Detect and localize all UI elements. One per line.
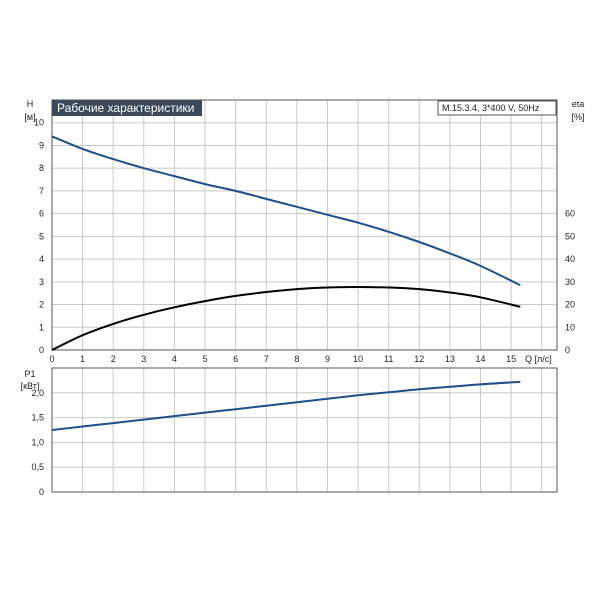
y2-tick-label: 20 <box>565 300 575 310</box>
x-tick-label: 9 <box>325 354 330 364</box>
x-tick-label: 5 <box>203 354 208 364</box>
x-tick-label: 11 <box>384 354 393 364</box>
p1-tick-label: 0,5 <box>31 462 44 472</box>
bottom-chart-grid <box>52 368 557 492</box>
bottom-chart-series <box>51 380 521 431</box>
top-x-tick-labels: 0 1 2 3 4 5 6 7 8 9 10 11 12 13 14 15 <box>49 354 516 364</box>
x-tick-label: 13 <box>445 354 455 364</box>
bottom-y-tick-labels: 0 0,5 1,0 1,5 2,0 <box>31 388 44 497</box>
y-tick-label: 3 <box>39 277 44 287</box>
x-tick-label: 12 <box>414 354 424 364</box>
y-tick-label: 2 <box>39 300 44 310</box>
y2-tick-label: 30 <box>565 277 575 287</box>
y-tick-label: 4 <box>39 254 44 264</box>
y-tick-label: 9 <box>39 140 44 150</box>
y-tick-label: 7 <box>39 186 44 196</box>
power-curve-line <box>51 380 521 431</box>
top-chart-series <box>51 135 521 351</box>
y2-tick-label: 40 <box>565 254 575 264</box>
y2-tick-label: 0 <box>565 345 570 355</box>
y-tick-label: 10 <box>34 118 44 128</box>
chart-title-background <box>52 100 202 116</box>
y-axis-unit: [м] <box>24 112 35 122</box>
x-axis-label: Q [л/с] <box>525 354 552 364</box>
y-tick-label: 5 <box>39 231 44 241</box>
x-tick-label: 14 <box>475 354 485 364</box>
y2-tick-label: 10 <box>565 322 575 332</box>
p1-tick-label: 2,0 <box>31 388 44 398</box>
p1-tick-label: 0 <box>39 487 44 497</box>
x-tick-label: 8 <box>294 354 299 364</box>
y-tick-label: 6 <box>39 209 44 219</box>
top-chart-grid <box>52 99 557 350</box>
x-tick-label: 1 <box>80 354 85 364</box>
top-y-tick-labels: 0 1 2 3 4 5 6 7 8 9 10 <box>34 118 44 355</box>
model-label: M.15.3.4, 3*400 V, 50Hz <box>442 103 540 113</box>
y2-axis-unit: [%] <box>571 112 584 122</box>
p1-axis-label: P1 <box>24 369 35 379</box>
y2-tick-label: 60 <box>565 209 575 219</box>
y2-axis-label: eta <box>572 99 585 109</box>
chart-title: Рабочие характеристики <box>57 101 194 115</box>
x-tick-label: 2 <box>111 354 116 364</box>
p1-axis-unit: [кВт] <box>21 381 40 391</box>
x-tick-label: 10 <box>353 354 363 364</box>
y-axis-label: H <box>27 99 34 109</box>
top-y2-tick-labels: 0 10 20 30 40 50 60 <box>565 209 575 355</box>
model-label-box <box>437 100 557 116</box>
p1-tick-label: 1,5 <box>31 413 44 423</box>
y-tick-label: 1 <box>39 322 44 332</box>
y-tick-label: 8 <box>39 163 44 173</box>
bottom-chart-frame <box>51 367 558 493</box>
y-tick-label: 0 <box>39 345 44 355</box>
x-tick-label: 6 <box>233 354 238 364</box>
top-chart-frame <box>51 99 558 351</box>
x-tick-label: 4 <box>172 354 177 364</box>
y2-tick-label: 50 <box>565 231 575 241</box>
x-tick-label: 7 <box>264 354 269 364</box>
efficiency-curve-line <box>51 285 521 351</box>
p1-tick-label: 1,0 <box>31 437 44 447</box>
x-tick-label: 3 <box>141 354 146 364</box>
head-curve-line <box>51 135 521 287</box>
x-tick-label: 0 <box>49 354 54 364</box>
x-tick-label: 15 <box>506 354 516 364</box>
